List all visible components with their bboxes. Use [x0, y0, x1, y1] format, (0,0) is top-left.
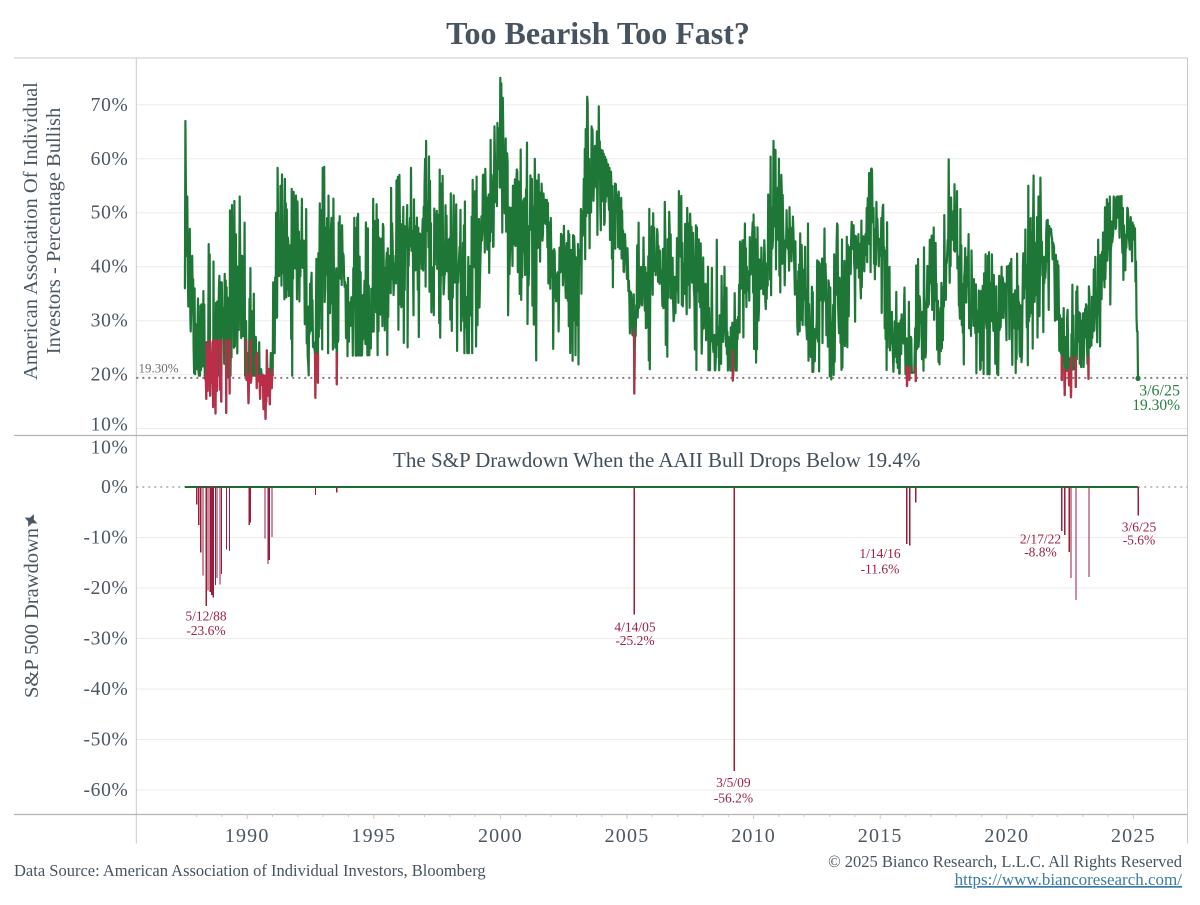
svg-text:Investors - Percentage Bullish: Investors - Percentage Bullish — [43, 108, 65, 355]
svg-text:2010: 2010 — [731, 825, 776, 847]
svg-text:2000: 2000 — [478, 825, 523, 847]
svg-text:0%: 0% — [101, 477, 128, 498]
svg-text:4/14/05: 4/14/05 — [614, 619, 656, 634]
svg-text:19.30%: 19.30% — [139, 361, 179, 376]
svg-text:10%: 10% — [91, 438, 129, 459]
svg-text:2015: 2015 — [858, 825, 903, 847]
svg-text:https://www.biancoresearch.com: https://www.biancoresearch.com/ — [955, 870, 1183, 889]
svg-text:1995: 1995 — [351, 825, 396, 847]
svg-text:-60%: -60% — [83, 780, 128, 801]
svg-text:-40%: -40% — [83, 679, 128, 700]
svg-text:1/14/16: 1/14/16 — [859, 546, 901, 561]
svg-text:-50%: -50% — [83, 730, 128, 751]
svg-text:-56.2%: -56.2% — [714, 791, 753, 806]
svg-text:2020: 2020 — [984, 825, 1029, 847]
svg-text:The S&P Drawdown When the AAII: The S&P Drawdown When the AAII Bull Drop… — [393, 448, 920, 472]
svg-text:1990: 1990 — [225, 825, 270, 847]
svg-text:40%: 40% — [91, 257, 129, 278]
svg-text:2/17/22: 2/17/22 — [1020, 531, 1061, 546]
svg-text:-30%: -30% — [83, 629, 128, 650]
svg-text:50%: 50% — [91, 203, 129, 224]
svg-text:American Association Of Indivi: American Association Of Individual — [20, 82, 42, 380]
svg-text:3/6/25: 3/6/25 — [1122, 520, 1157, 535]
svg-text:3/5/09: 3/5/09 — [716, 775, 751, 790]
svg-text:3/6/25: 3/6/25 — [1139, 383, 1180, 400]
svg-text:-11.6%: -11.6% — [861, 562, 900, 577]
svg-text:30%: 30% — [91, 311, 129, 332]
svg-text:60%: 60% — [91, 149, 129, 170]
svg-text:-25.2%: -25.2% — [615, 633, 654, 648]
svg-text:S&P 500 Drawdown: S&P 500 Drawdown — [21, 528, 43, 698]
svg-text:2025: 2025 — [1111, 825, 1156, 847]
svg-text:Data Source: American Associat: Data Source: American Association of Ind… — [14, 861, 486, 880]
svg-text:-23.6%: -23.6% — [186, 623, 225, 638]
svg-text:10%: 10% — [91, 415, 129, 436]
svg-text:20%: 20% — [91, 365, 129, 386]
svg-text:-10%: -10% — [83, 528, 128, 549]
svg-text:Too Bearish Too Fast?: Too Bearish Too Fast? — [446, 15, 750, 51]
svg-text:70%: 70% — [91, 95, 129, 116]
svg-text:5/12/88: 5/12/88 — [185, 609, 227, 624]
svg-text:2005: 2005 — [605, 825, 650, 847]
svg-text:-8.8%: -8.8% — [1024, 545, 1057, 560]
svg-text:© 2025 Bianco Research, L.L.C.: © 2025 Bianco Research, L.L.C. All Right… — [828, 852, 1183, 871]
svg-text:-20%: -20% — [83, 578, 128, 599]
svg-text:-5.6%: -5.6% — [1123, 533, 1156, 548]
svg-text:19.30%: 19.30% — [1132, 397, 1180, 414]
